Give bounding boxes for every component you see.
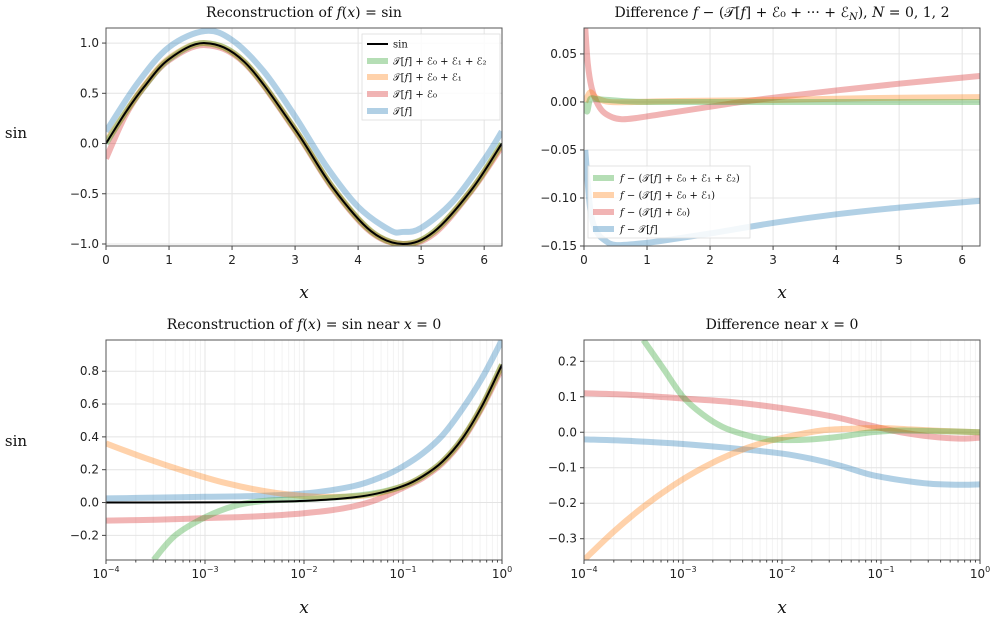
x-tick-label: 10−2 — [768, 565, 795, 581]
legend-entry-t: f − 𝒯[f] — [619, 225, 658, 236]
series-line-e0 — [584, 28, 980, 123]
y-tick-label: 0.2 — [558, 354, 577, 368]
x-tick-label: 4 — [354, 253, 362, 267]
y-tick-label: −0.5 — [70, 187, 99, 201]
series-line-sin — [106, 42, 502, 245]
y-tick-label: 0.8 — [80, 364, 99, 378]
chart-title: Reconstruction of f(x) = sin — [206, 5, 402, 21]
y-tick-label: 0.05 — [550, 47, 577, 61]
chart-title: Difference f − (𝒯[f] + ℰ₀ + ··· + ℰN), N… — [615, 5, 950, 23]
legend-entry-t: 𝒯[f] — [393, 107, 412, 118]
x-tick-label: 3 — [291, 253, 299, 267]
y-tick-label: 0.1 — [558, 390, 577, 404]
y-tick-label: −0.3 — [548, 532, 577, 546]
y-tick-label: 0.00 — [550, 95, 577, 109]
legend-entry-e012: 𝒯[f] + ℰ₀ + ℰ₁ + ℰ₂ — [393, 57, 487, 68]
x-tick-label: 2 — [228, 253, 236, 267]
y-tick-label: −0.10 — [540, 191, 577, 205]
x-tick-label: 10−4 — [570, 565, 597, 581]
y-tick-label: 0.2 — [80, 463, 99, 477]
x-tick-label: 3 — [769, 253, 777, 267]
x-tick-label: 4 — [832, 253, 840, 267]
y-tick-label: 1.0 — [80, 36, 99, 50]
x-tick-label: 6 — [480, 253, 488, 267]
plot-frame — [105, 27, 503, 247]
y-tick-label: −0.15 — [540, 239, 577, 253]
x-tick-label: 10−2 — [290, 565, 317, 581]
legend: sin 𝒯[f] + ℰ₀ + ℰ₁ + ℰ₂ 𝒯[f] + ℰ₀ + ℰ₁ 𝒯… — [361, 33, 501, 121]
series-line-e01 — [584, 424, 980, 560]
series-line-e012 — [584, 95, 980, 115]
y-tick-label: −0.2 — [548, 496, 577, 510]
y-tick-label: −0.1 — [548, 461, 577, 475]
x-axis-label: x — [299, 598, 309, 618]
legend-entry-e01: f − (𝒯[f] + ℰ₀ + ℰ₁) — [619, 191, 715, 202]
chart-title: Difference near x = 0 — [706, 317, 859, 333]
x-tick-label: 0 — [580, 253, 588, 267]
y-axis-label: sin — [5, 432, 27, 450]
legend-entry-e01: 𝒯[f] + ℰ₀ + ℰ₁ — [393, 73, 462, 84]
y-tick-label: −0.05 — [540, 143, 577, 157]
x-tick-label: 1 — [643, 253, 651, 267]
y-tick-label: 0.6 — [80, 397, 99, 411]
legend-entry-e0: 𝒯[f] + ℰ₀ — [393, 90, 437, 101]
x-tick-label: 10−3 — [191, 565, 218, 581]
y-tick-label: 0.4 — [80, 430, 99, 444]
legend-entry-e0: f − (𝒯[f] + ℰ₀) — [619, 208, 690, 219]
series-line-e01 — [584, 89, 980, 106]
series-line-t — [106, 28, 502, 236]
x-tick-label: 5 — [417, 253, 425, 267]
x-tick-label: 10−3 — [669, 565, 696, 581]
y-tick-label: 0.5 — [80, 86, 99, 100]
x-axis-label: x — [777, 598, 787, 618]
series-line-t — [584, 436, 980, 488]
chart-title: Reconstruction of f(x) = sin near x = 0 — [167, 317, 442, 333]
panel-reconstruction: 0 1 2 3 4 5 6 −1.0 −0.5 0.0 0.5 1.0 Reconstruction … — [5, 5, 503, 303]
plot-frame — [583, 27, 981, 247]
panel-reconstruction-near-zero: 10−4 10−3 10−2 10−1 100 −0.2 0.0 0.2 0.4 0.6 0.8 R… — [5, 317, 512, 618]
x-tick-label: 10−4 — [92, 565, 119, 581]
y-tick-label: −1.0 — [70, 237, 99, 251]
series-line-sin — [106, 364, 502, 504]
x-axis-label: x — [777, 283, 787, 303]
x-tick-label: 6 — [958, 253, 966, 267]
panel-difference: 0 1 2 3 4 5 6 −0.15 −0.10 −0.05 0.00 0.05 Differenc… — [540, 5, 981, 303]
y-tick-label: 0.0 — [80, 137, 99, 151]
x-tick-label: 0 — [102, 253, 110, 267]
x-tick-label: 5 — [895, 253, 903, 267]
series-line-e012 — [151, 363, 502, 560]
x-axis-label: x — [299, 283, 309, 303]
series-line-e012 — [640, 340, 980, 444]
legend-entry-e012: f − (𝒯[f] + ℰ₀ + ℰ₁ + ℰ₂) — [619, 174, 740, 185]
x-tick-label: 100 — [970, 565, 990, 581]
y-tick-label: 0.0 — [80, 496, 99, 510]
panel-difference-near-zero: 10−4 10−3 10−2 10−1 100 −0.3 −0.2 −0.1 0.0 0.1 0.2… — [548, 317, 990, 618]
legend: f − (𝒯[f] + ℰ₀ + ℰ₁ + ℰ₂) f − (𝒯[f] + ℰ₀… — [587, 165, 751, 239]
x-tick-label: 100 — [492, 565, 512, 581]
y-tick-label: 0.0 — [558, 425, 577, 439]
x-tick-label: 10−1 — [867, 565, 894, 581]
x-tick-label: 2 — [706, 253, 714, 267]
series-line-t — [106, 340, 502, 502]
y-axis-label: sin — [5, 124, 27, 142]
legend-entry-sin: sin — [393, 40, 408, 51]
y-tick-label: −0.2 — [70, 528, 99, 542]
x-tick-label: 1 — [165, 253, 173, 267]
x-tick-label: 10−1 — [389, 565, 416, 581]
series-line-e0 — [584, 390, 980, 442]
